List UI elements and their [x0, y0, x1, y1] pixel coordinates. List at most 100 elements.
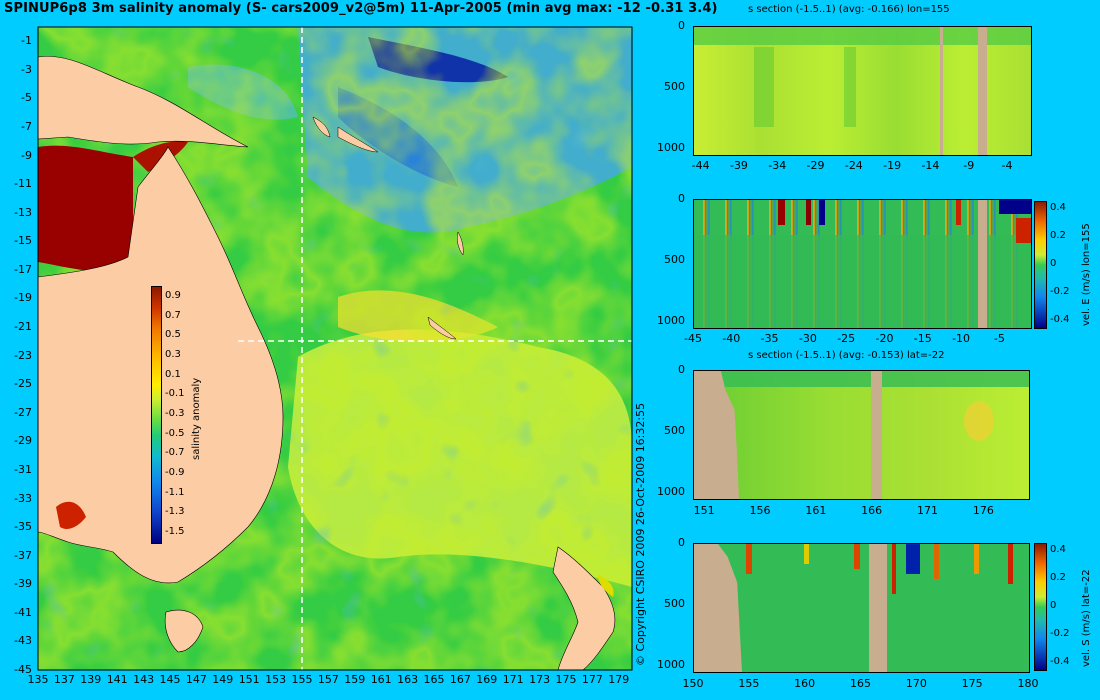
map-colorbar-tick: -0.5: [165, 427, 185, 439]
section2-x-tick: -15: [913, 332, 932, 345]
section3-x-tick: 166: [861, 504, 883, 517]
section4-y-tick: 0: [678, 536, 685, 549]
map-colorbar-tick: 0.5: [165, 329, 181, 341]
section1-y-tick: 500: [664, 79, 685, 93]
section2-x-tick: -10: [952, 332, 971, 345]
map-y-tick: -7: [21, 120, 32, 134]
map-x-tick: 135: [27, 673, 49, 686]
map-x-tick: 173: [529, 673, 551, 686]
section2-colorbar-tick: 0: [1050, 258, 1057, 269]
map-x-tick: 167: [449, 673, 471, 686]
map-y-tick: -39: [14, 577, 32, 591]
new-guinea-land: [37, 55, 249, 148]
map-x-tick: 169: [476, 673, 498, 686]
section3-title: s section (-1.5..1) (avg: -0.153) lat=-2…: [748, 350, 945, 361]
map-colorbar-tick: 0.1: [165, 368, 181, 380]
map-y-tick: -31: [14, 462, 32, 476]
section2-x-ticks: -45 -40 -35 -30 -25 -20 -15 -10 -5: [684, 332, 1030, 346]
section4-x-tick: 180: [1017, 677, 1039, 690]
map-x-tick: 161: [370, 673, 392, 686]
map-x-ticks: [38, 670, 632, 671]
map-colorbar-tick: -1.1: [165, 486, 185, 498]
map-x-tick: 139: [80, 673, 102, 686]
section3-y-tick: 500: [664, 423, 685, 437]
section4-y-tick: 1000: [657, 657, 685, 671]
section1-y-ticks: 0 500 1000: [640, 19, 690, 154]
section4-plot: [693, 543, 1030, 673]
map-x-tick: 141: [106, 673, 128, 686]
map-y-tick: -41: [14, 605, 32, 619]
section2-x-tick: -40: [722, 332, 741, 345]
section1-x-ticks: -44 -39 -34 -29 -24 -19 -14 -9 -4: [691, 159, 1030, 173]
map-y-ticks: [34, 27, 35, 670]
section1-title: s section (-1.5..1) (avg: -0.166) lon=15…: [748, 4, 950, 15]
section4-colorbar-tick: 0: [1050, 600, 1057, 611]
map-x-tick: 177: [581, 673, 603, 686]
map-x-tick: 143: [133, 673, 155, 686]
section1-x-tick: -44: [691, 159, 710, 172]
map-y-tick: -11: [14, 177, 32, 191]
section1-x-tick: -9: [963, 159, 975, 172]
section3-y-ticks: 0 500 1000: [640, 363, 690, 498]
map-colorbar-tick: -0.9: [165, 467, 185, 479]
map-y-tick: -17: [14, 262, 32, 276]
section2-colorbar-tick: -0.2: [1050, 286, 1070, 297]
section2-y-tick: 1000: [657, 313, 685, 327]
map-y-tick: -25: [14, 377, 32, 391]
section3-y-tick: 0: [678, 363, 685, 376]
map-colorbar-tick: -0.1: [165, 388, 185, 400]
map-x-tick: 151: [238, 673, 260, 686]
map-colorbar-tick: -1.5: [165, 526, 185, 538]
section4-colorbar-tick: -0.4: [1050, 656, 1070, 667]
map-y-tick: -33: [14, 491, 32, 505]
section4-y-ticks: 0 500 1000: [640, 536, 690, 671]
map-panel: 135 137 139 141 143 145 147 149 151 153 155 157 159 1…: [14, 26, 633, 686]
section2-colorbar-label: vel. E (m/s) lon=155: [1081, 223, 1092, 326]
section4-x-tick: 155: [738, 677, 760, 690]
section2-colorbar: [1034, 201, 1047, 329]
section1-y-tick: 0: [678, 19, 685, 32]
section4-colorbar-label: vel. S (m/s) lat=-22: [1081, 569, 1092, 667]
map-colorbar-label: salinity anomaly: [191, 377, 202, 460]
section2-x-tick: -20: [875, 332, 894, 345]
map-colorbar-tick: 0.7: [165, 309, 181, 321]
section1-x-tick: -14: [921, 159, 940, 172]
map-x-tick: 155: [291, 673, 313, 686]
section4-x-ticks: 150 155 160 165 170 175 180: [683, 677, 1039, 691]
map-x-tick: 145: [159, 673, 181, 686]
section2-colorbar-tick: 0.2: [1050, 230, 1066, 241]
map-y-tick: -35: [14, 520, 32, 534]
section2-colorbar-ticks: 0.4 0.2 0 -0.2 -0.4: [1050, 201, 1080, 327]
map-y-tick: -23: [14, 348, 32, 362]
section1-x-tick: -39: [729, 159, 748, 172]
section3-x-ticks: 151 156 161 166 171 176: [693, 504, 1028, 518]
map-colorbar-tick: 0.3: [165, 348, 181, 360]
map-y-tick: -15: [14, 234, 32, 248]
section4-colorbar-tick: 0.2: [1050, 572, 1066, 583]
section4-colorbar: [1034, 543, 1047, 671]
map-x-tick: 165: [423, 673, 445, 686]
map-y-tick: -37: [14, 548, 32, 562]
map-colorbar-tick: -1.3: [165, 506, 185, 518]
section2-x-tick: -45: [684, 332, 702, 345]
map-colorbar-tick: 0.9: [165, 289, 181, 301]
map-y-tick: -43: [14, 634, 32, 648]
map-x-tick: 175: [555, 673, 577, 686]
map-y-tick: -29: [14, 434, 32, 448]
section3-y-tick: 1000: [657, 484, 685, 498]
section3-x-tick: 151: [693, 504, 715, 517]
section4-colorbar-ticks: 0.4 0.2 0 -0.2 -0.4: [1050, 543, 1080, 669]
map-x-tick: 137: [53, 673, 75, 686]
map-y-tick: -5: [21, 91, 32, 105]
map-y-tick: -19: [14, 291, 32, 305]
map-x-tick: 159: [344, 673, 366, 686]
section3-x-tick: 171: [917, 504, 938, 517]
section2-x-tick: -35: [760, 332, 779, 345]
section3-x-tick: 176: [972, 504, 994, 517]
section2-plot: [693, 199, 1032, 329]
section2-x-tick: -25: [837, 332, 856, 345]
map-y-tick: -45: [14, 663, 32, 676]
section2-colorbar-tick: -0.4: [1050, 314, 1070, 325]
main-title: SPINUP6p8 3m salinity anomaly (S- cars20…: [4, 1, 718, 16]
section2-x-tick: -5: [993, 332, 1005, 345]
